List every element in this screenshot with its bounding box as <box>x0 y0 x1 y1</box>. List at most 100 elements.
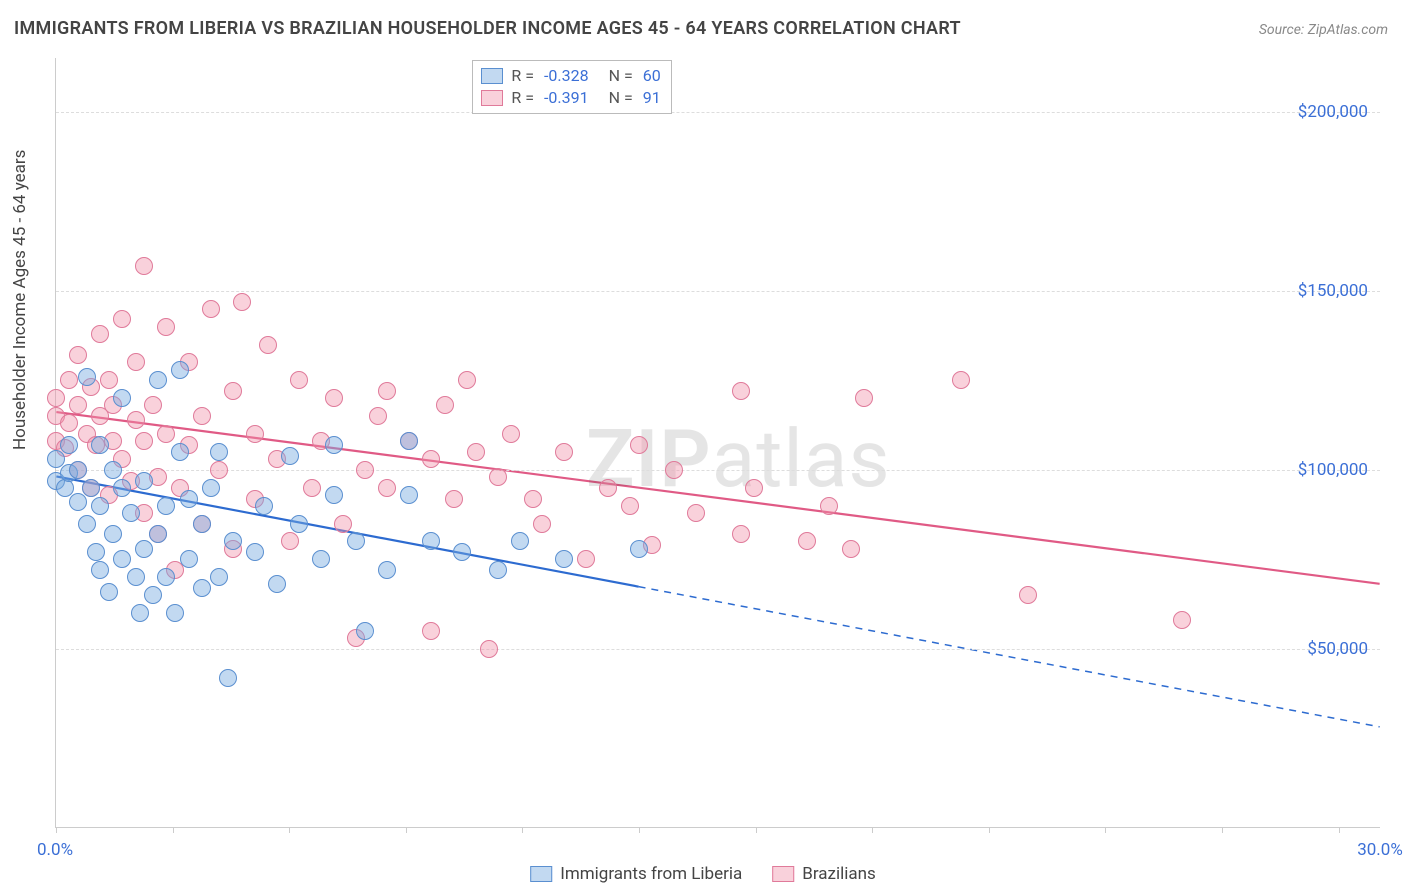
data-point-liberia <box>202 479 220 497</box>
data-point-brazilians <box>577 550 595 568</box>
data-point-liberia <box>78 368 96 386</box>
data-point-brazilians <box>281 532 299 550</box>
data-point-brazilians <box>436 396 454 414</box>
legend-row-liberia: R =-0.328N =60 <box>481 65 660 87</box>
data-point-liberia <box>325 486 343 504</box>
data-point-liberia <box>135 472 153 490</box>
data-point-brazilians <box>127 411 145 429</box>
x-tick-mark <box>522 827 523 833</box>
data-point-liberia <box>144 586 162 604</box>
data-point-brazilians <box>224 382 242 400</box>
data-point-brazilians <box>378 479 396 497</box>
data-point-liberia <box>246 543 264 561</box>
legend-swatch <box>772 866 794 882</box>
data-point-liberia <box>180 490 198 508</box>
data-point-liberia <box>157 568 175 586</box>
legend-swatch <box>481 68 503 84</box>
x-tick-label: 0.0% <box>37 840 73 860</box>
data-point-liberia <box>69 461 87 479</box>
data-point-brazilians <box>745 479 763 497</box>
data-point-liberia <box>91 561 109 579</box>
data-point-brazilians <box>445 490 463 508</box>
data-point-liberia <box>113 389 131 407</box>
data-point-liberia <box>100 583 118 601</box>
data-point-liberia <box>69 493 87 511</box>
data-point-brazilians <box>855 389 873 407</box>
gridline <box>56 112 1380 113</box>
data-point-liberia <box>113 550 131 568</box>
data-point-liberia <box>219 669 237 687</box>
data-point-brazilians <box>259 336 277 354</box>
regression-line-liberia <box>56 476 638 586</box>
legend-r-label: R = <box>511 65 534 87</box>
chart-container: IMMIGRANTS FROM LIBERIA VS BRAZILIAN HOU… <box>0 0 1406 892</box>
data-point-brazilians <box>458 371 476 389</box>
data-point-brazilians <box>144 396 162 414</box>
plot-area: ZIPatlas $50,000$100,000$150,000$200,000 <box>55 58 1380 828</box>
data-point-brazilians <box>732 525 750 543</box>
legend-n-label: N = <box>609 87 633 109</box>
data-point-liberia <box>78 515 96 533</box>
data-point-liberia <box>290 515 308 533</box>
gridline <box>56 291 1380 292</box>
data-point-brazilians <box>91 325 109 343</box>
legend-r-value: -0.391 <box>544 87 589 109</box>
data-point-brazilians <box>69 346 87 364</box>
data-point-liberia <box>555 550 573 568</box>
data-point-brazilians <box>233 293 251 311</box>
data-point-brazilians <box>60 414 78 432</box>
data-point-brazilians <box>356 461 374 479</box>
data-point-liberia <box>347 532 365 550</box>
data-point-liberia <box>127 568 145 586</box>
data-point-liberia <box>489 561 507 579</box>
data-point-brazilians <box>303 479 321 497</box>
data-point-brazilians <box>127 353 145 371</box>
x-tick-mark <box>756 827 757 833</box>
data-point-liberia <box>224 532 242 550</box>
data-point-brazilians <box>60 371 78 389</box>
data-point-brazilians <box>378 382 396 400</box>
data-point-liberia <box>122 504 140 522</box>
legend-row-brazilians: R = -0.391 N = 91 <box>481 87 660 109</box>
legend-r-value: -0.328 <box>544 65 589 87</box>
legend-swatch <box>481 90 503 106</box>
data-point-liberia <box>149 525 167 543</box>
data-point-liberia <box>255 497 273 515</box>
data-point-liberia <box>378 561 396 579</box>
data-point-brazilians <box>665 461 683 479</box>
data-point-brazilians <box>113 310 131 328</box>
data-point-brazilians <box>467 443 485 461</box>
data-point-brazilians <box>202 300 220 318</box>
x-tick-mark <box>872 827 873 833</box>
data-point-liberia <box>91 436 109 454</box>
y-tick-label: $150,000 <box>1298 281 1368 301</box>
data-point-liberia <box>131 604 149 622</box>
data-point-liberia <box>193 515 211 533</box>
data-point-brazilians <box>100 371 118 389</box>
data-point-brazilians <box>952 371 970 389</box>
y-tick-label: $200,000 <box>1298 102 1368 122</box>
data-point-liberia <box>281 447 299 465</box>
data-point-brazilians <box>820 497 838 515</box>
data-point-brazilians <box>533 515 551 533</box>
data-point-liberia <box>60 436 78 454</box>
data-point-brazilians <box>489 468 507 486</box>
regression-line-dashed-liberia <box>639 587 1380 727</box>
data-point-brazilians <box>193 407 211 425</box>
data-point-liberia <box>82 479 100 497</box>
data-point-liberia <box>400 486 418 504</box>
legend-n-value: 91 <box>643 87 661 109</box>
chart-title: IMMIGRANTS FROM LIBERIA VS BRAZILIAN HOU… <box>14 18 961 39</box>
data-point-brazilians <box>135 257 153 275</box>
data-point-brazilians <box>687 504 705 522</box>
data-point-liberia <box>356 622 374 640</box>
data-point-liberia <box>210 443 228 461</box>
x-tick-mark <box>173 827 174 833</box>
data-point-liberia <box>210 568 228 586</box>
data-point-brazilians <box>157 318 175 336</box>
legend-r-label: R = <box>511 87 534 109</box>
x-tick-mark <box>289 827 290 833</box>
data-point-brazilians <box>157 425 175 443</box>
data-point-liberia <box>312 550 330 568</box>
data-point-liberia <box>166 604 184 622</box>
